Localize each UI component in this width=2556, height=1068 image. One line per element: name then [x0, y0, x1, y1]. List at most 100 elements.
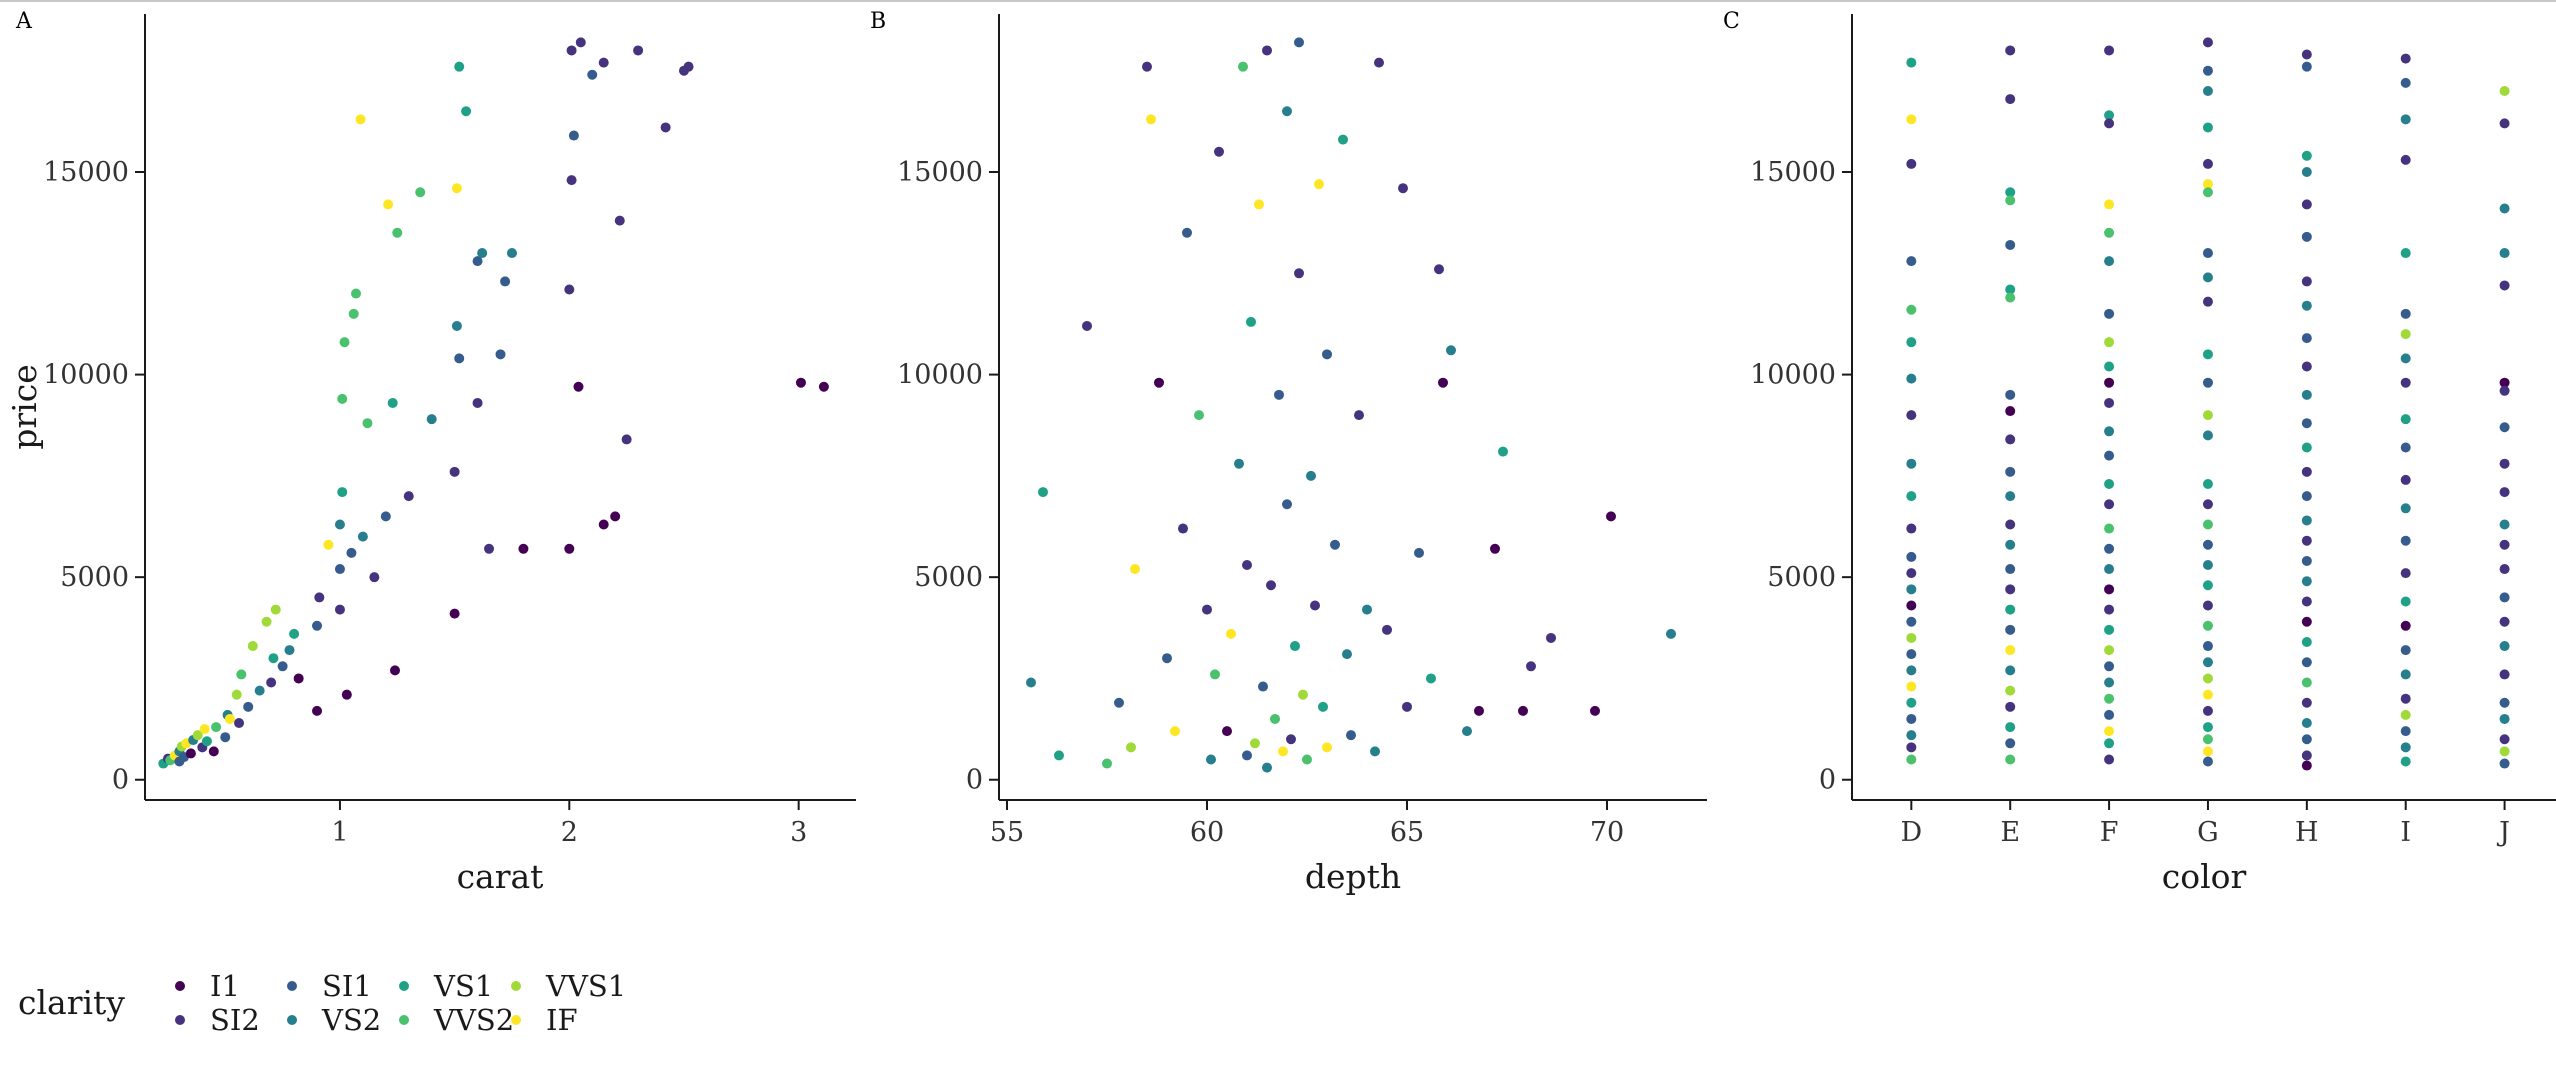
- scatter-panel-b: B 0 5000 10000 15000 55 60 65 70 depth: [870, 9, 1707, 896]
- data-point: [2301, 596, 2312, 607]
- legend-label: SI2: [210, 1003, 260, 1037]
- data-point: [2005, 539, 2016, 550]
- data-point: [1666, 628, 1676, 639]
- data-point: [293, 673, 304, 684]
- data-point: [2301, 333, 2312, 344]
- data-point: [1114, 697, 1124, 708]
- data-point: [1338, 134, 1348, 145]
- data-point: [1474, 705, 1484, 716]
- x-tick-label-b: 70: [1590, 817, 1624, 848]
- data-point: [573, 381, 584, 392]
- data-point: [2301, 636, 2312, 647]
- data-point: [1382, 624, 1392, 635]
- data-point: [2202, 65, 2213, 76]
- data-point: [683, 61, 694, 72]
- data-point: [484, 543, 495, 554]
- data-point: [2499, 758, 2510, 769]
- data-point: [1282, 499, 1292, 510]
- data-point: [472, 397, 483, 408]
- data-point: [2499, 697, 2510, 708]
- data-point: [1906, 57, 1917, 68]
- data-point: [2104, 584, 2115, 595]
- x-tick-label-c: D: [1900, 817, 1922, 848]
- data-point: [323, 539, 334, 550]
- data-point: [254, 685, 265, 696]
- data-point: [1414, 547, 1424, 558]
- y-tick-label-b: 15000: [897, 157, 983, 188]
- data-point: [1590, 705, 1600, 716]
- data-point: [1294, 37, 1304, 48]
- data-point: [1214, 146, 1224, 157]
- data-point: [2202, 410, 2213, 421]
- data-point: [1906, 373, 1917, 384]
- legend-label: SI1: [322, 969, 372, 1003]
- data-point: [2202, 519, 2213, 530]
- data-point: [1258, 681, 1268, 692]
- data-point: [346, 547, 357, 558]
- data-point: [1606, 511, 1616, 522]
- data-point: [449, 466, 460, 477]
- data-point: [357, 531, 368, 542]
- data-point: [1438, 377, 1448, 388]
- data-point: [1526, 661, 1536, 672]
- y-tick-label-b: 5000: [914, 562, 983, 593]
- data-point: [2301, 555, 2312, 566]
- data-point: [2202, 272, 2213, 283]
- data-point: [1206, 754, 1216, 765]
- data-point: [610, 511, 621, 522]
- data-point: [2005, 45, 2016, 56]
- data-point: [2400, 645, 2411, 656]
- data-point: [2400, 154, 2411, 165]
- x-tick-label-c: F: [2100, 817, 2119, 848]
- x-tick-label-b: 55: [990, 817, 1024, 848]
- data-point: [2005, 701, 2016, 712]
- data-point: [1374, 57, 1384, 68]
- data-point: [451, 320, 462, 331]
- data-point: [2499, 203, 2510, 214]
- points-layer-a: [158, 37, 829, 769]
- data-point: [2202, 296, 2213, 307]
- data-point: [2400, 709, 2411, 720]
- data-point: [1490, 543, 1500, 554]
- data-point: [2005, 564, 2016, 575]
- points-layer-b: [1026, 37, 1676, 773]
- data-point: [1234, 458, 1244, 469]
- data-point: [1274, 389, 1284, 400]
- data-point: [1906, 158, 1917, 169]
- data-point: [2202, 248, 2213, 259]
- data-point: [1906, 584, 1917, 595]
- data-point: [2499, 539, 2510, 550]
- data-point: [2499, 519, 2510, 530]
- data-point: [660, 122, 671, 133]
- data-point: [2499, 248, 2510, 259]
- data-point: [2005, 645, 2016, 656]
- data-point: [2202, 560, 2213, 571]
- legend-swatch: [511, 981, 521, 991]
- data-point: [2400, 353, 2411, 364]
- y-tick-label-c: 5000: [1767, 562, 1836, 593]
- x-axis-title-a: carat: [457, 857, 544, 896]
- data-point: [236, 669, 247, 680]
- data-point: [2400, 669, 2411, 680]
- data-point: [2301, 576, 2312, 587]
- data-point: [2400, 726, 2411, 737]
- data-point: [1906, 551, 1917, 562]
- data-point: [1270, 713, 1280, 724]
- x-tick-label-b: 65: [1390, 817, 1424, 848]
- data-point: [1238, 61, 1248, 72]
- data-point: [2005, 685, 2016, 696]
- data-point: [1126, 742, 1136, 753]
- data-point: [2400, 535, 2411, 546]
- data-point: [2400, 503, 2411, 514]
- data-point: [2104, 308, 2115, 319]
- data-point: [2202, 600, 2213, 611]
- data-point: [1906, 491, 1917, 502]
- data-point: [2202, 499, 2213, 510]
- data-point: [2301, 616, 2312, 627]
- data-point: [1906, 568, 1917, 579]
- data-point: [362, 418, 373, 429]
- data-point: [2202, 122, 2213, 133]
- data-point: [1426, 673, 1436, 684]
- data-point: [334, 564, 345, 575]
- data-point: [518, 543, 529, 554]
